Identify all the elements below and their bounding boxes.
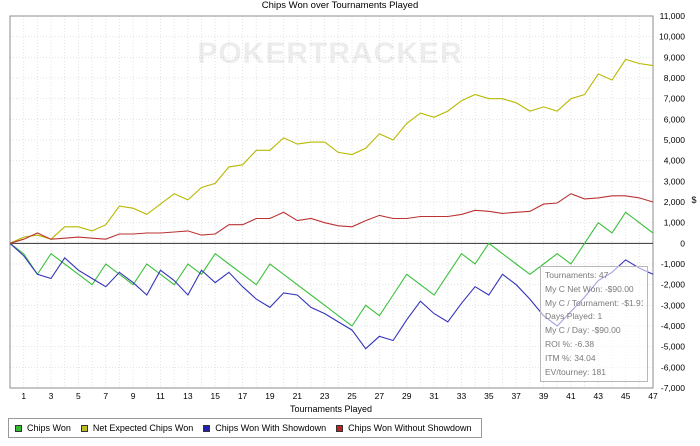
x-tick-label: 23 [320, 391, 330, 401]
y-tick-label: -5,000 [661, 342, 685, 352]
legend-swatch [15, 424, 22, 432]
legend-swatch [80, 424, 88, 432]
y-tick-label: 11,000 [660, 11, 686, 21]
legend-item-net-expected[interactable]: Net Expected Chips Won [80, 423, 194, 433]
x-tick-label: 7 [103, 391, 108, 401]
y-tick-label: 4,000 [664, 156, 686, 166]
x-tick-label: 43 [594, 391, 604, 401]
legend-item-chips-won[interactable]: Chips Won [15, 423, 71, 433]
y-tick-label: -1,000 [661, 259, 685, 269]
y-tick-label: 9,000 [664, 52, 686, 62]
legend-swatch [336, 424, 344, 432]
y-tick-label: -7,000 [661, 383, 685, 393]
y-tick-label: 1,000 [664, 218, 686, 228]
x-tick-label: 41 [566, 391, 576, 401]
stats-info-box: Tournaments: 47 My C Net Won: -$90.00 My… [540, 266, 648, 382]
x-axis-label: Tournaments Played [290, 404, 372, 414]
grid [10, 16, 653, 388]
y-tick-label: 7,000 [664, 94, 686, 104]
y-axis-label: $ [691, 195, 696, 205]
x-axis-ticks: 1 3 5 7 9 11 13 15 17 19 21 23 25 27 29 31 33 35 37 39 41 43 4… [21, 391, 658, 401]
y-tick-label: -4,000 [661, 321, 685, 331]
y-tick-label: 8,000 [664, 73, 686, 83]
y-tick-label: -6,000 [661, 362, 685, 372]
stat-per-day: My C / Day: -$90.00 [545, 325, 621, 336]
stat-roi: ROI %: -6.38 [545, 338, 595, 349]
y-tick-label: -2,000 [661, 280, 685, 290]
x-tick-label: 13 [183, 391, 193, 401]
stat-net-won: My C Net Won: -$90.00 [545, 283, 634, 294]
x-tick-label: 33 [457, 391, 467, 401]
y-tick-label: 10,000 [659, 32, 685, 42]
x-tick-label: 5 [76, 391, 81, 401]
x-tick-label: 3 [49, 391, 54, 401]
x-tick-label: 25 [347, 391, 357, 401]
pokertracker-watermark: POKERTRACKER [197, 37, 462, 70]
y-tick-label: 3,000 [664, 176, 686, 186]
x-tick-label: 11 [156, 391, 165, 401]
series-line-net-expected-chips-won [9, 58, 654, 244]
x-tick-label: 9 [131, 391, 136, 401]
legend-label: Chips Won [27, 423, 71, 433]
y-tick-label: 0 [680, 238, 685, 248]
series-line-chips-won-without-showdown [9, 193, 654, 244]
stat-per-tournament: My C / Tournament: -$1.91 [545, 297, 643, 308]
x-tick-label: 27 [375, 391, 385, 401]
y-tick-label: 6,000 [664, 114, 686, 124]
y-tick-label: -3,000 [661, 300, 685, 310]
legend-item-with-showdown[interactable]: Chips Won With Showdown [203, 423, 326, 433]
x-tick-label: 19 [265, 391, 275, 401]
chart-title: Chips Won over Tournaments Played [262, 0, 418, 11]
y-tick-label: 5,000 [664, 135, 686, 145]
x-tick-label: 39 [539, 391, 549, 401]
legend-label: Net Expected Chips Won [92, 423, 194, 433]
series-line-chips-won [9, 211, 654, 327]
stat-days-played: Days Played: 1 [545, 311, 603, 322]
x-tick-label: 37 [511, 391, 521, 401]
legend-label: Chips Won With Showdown [215, 423, 327, 433]
stat-ev: EV/tourney: 181 [545, 366, 606, 377]
x-tick-label: 31 [429, 391, 439, 401]
stat-itm: ITM %: 34.04 [545, 352, 596, 363]
x-tick-label: 1 [21, 391, 26, 401]
chart-legend: Chips Won Net Expected Chips Won Chips W… [8, 418, 482, 438]
x-tick-label: 15 [210, 391, 220, 401]
y-axis-ticks: -7,000 -6,000 -5,000 -4,000 -3,000 -2,000 -1,0… [659, 11, 685, 393]
y-tick-label: 2,000 [664, 197, 686, 207]
legend-swatch [203, 424, 211, 432]
x-tick-label: 17 [238, 391, 248, 401]
x-tick-label: 21 [293, 391, 303, 401]
legend-item-without-showdown[interactable]: Chips Won Without Showdown [336, 423, 472, 433]
x-tick-label: 47 [648, 391, 658, 401]
x-tick-label: 45 [621, 391, 631, 401]
x-tick-label: 29 [402, 391, 412, 401]
stat-tournaments: Tournaments: 47 [545, 270, 609, 280]
legend-label: Chips Won Without Showdown [348, 423, 472, 433]
x-tick-label: 35 [484, 391, 494, 401]
